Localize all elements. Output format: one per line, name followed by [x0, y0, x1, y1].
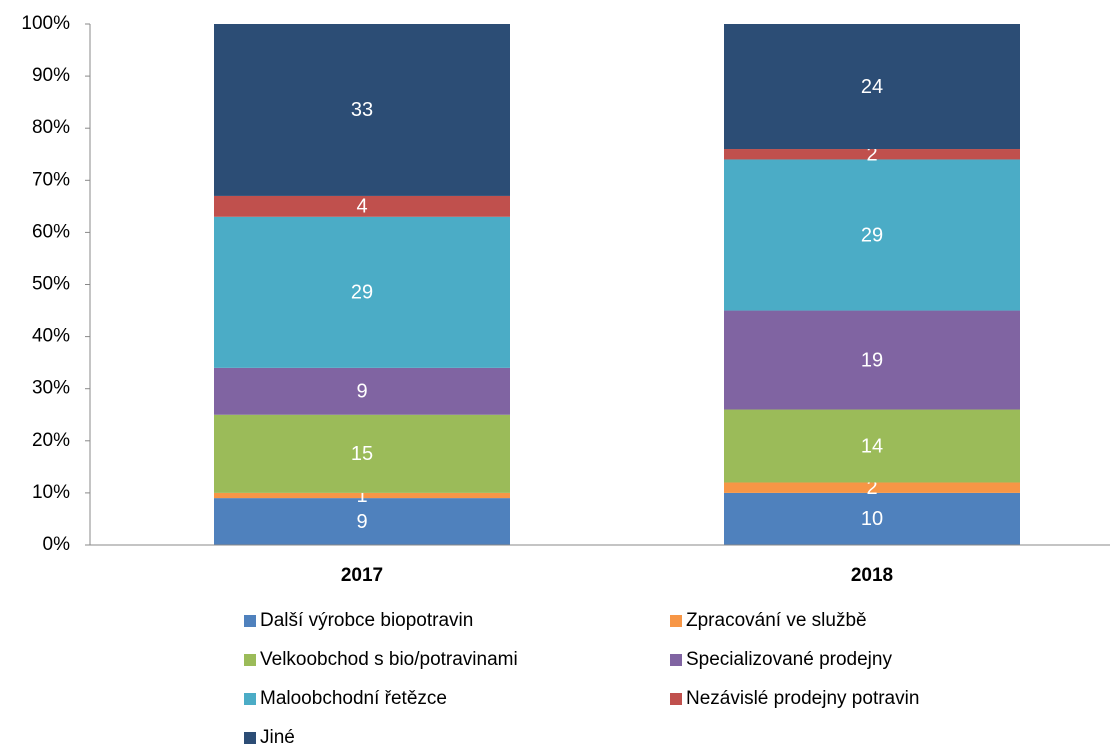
bar-segment — [724, 409, 1020, 483]
data-label: 10 — [861, 508, 883, 530]
x-tick-label: 2018 — [851, 565, 893, 586]
data-label: 15 — [351, 443, 373, 465]
legend-label: Zpracování ve službě — [686, 610, 867, 631]
y-tick-label: 90% — [32, 65, 70, 86]
y-tick-label: 100% — [21, 13, 70, 34]
y-tick-label: 30% — [32, 378, 70, 399]
data-label: 19 — [861, 349, 883, 371]
legend-marker — [244, 654, 256, 666]
bar-segment — [724, 149, 1020, 160]
data-label: 9 — [356, 511, 367, 533]
legend-label: Specializované prodejny — [686, 649, 892, 670]
bar-segment — [724, 24, 1020, 150]
y-tick-label: 50% — [32, 274, 70, 295]
bar-segment — [214, 195, 510, 217]
data-label: 24 — [861, 76, 883, 98]
legend-marker — [244, 615, 256, 627]
data-label: 33 — [351, 99, 373, 121]
data-label: 2 — [866, 144, 877, 166]
y-tick-label: 60% — [32, 221, 70, 242]
y-tick-label: 20% — [32, 430, 70, 451]
legend-label: Velkoobchod s bio/potravinami — [260, 649, 518, 670]
bar-segment — [724, 482, 1020, 493]
legend-marker — [244, 732, 256, 744]
bar-segment — [214, 498, 510, 545]
legend-marker — [670, 693, 682, 705]
data-label: 9 — [356, 381, 367, 403]
data-label: 14 — [861, 435, 883, 457]
legend-marker — [670, 615, 682, 627]
data-label: 29 — [351, 282, 373, 304]
data-label: 29 — [861, 224, 883, 246]
bar-segment — [214, 414, 510, 493]
legend-marker — [244, 693, 256, 705]
legend-marker — [670, 654, 682, 666]
x-tick-label: 2017 — [341, 565, 383, 586]
bar-segment — [724, 492, 1020, 545]
legend-label: Další výrobce biopotravin — [260, 610, 473, 631]
data-label: 2 — [866, 477, 877, 499]
y-tick-label: 40% — [32, 326, 70, 347]
y-tick-label: 0% — [43, 534, 71, 555]
legend-label: Nezávislé prodejny potravin — [686, 688, 919, 709]
y-tick-label: 70% — [32, 169, 70, 190]
y-tick-label: 10% — [32, 482, 70, 503]
bar-segment — [214, 367, 510, 415]
bar-segment — [214, 216, 510, 368]
data-label: 1 — [356, 485, 367, 507]
bar-segment — [214, 492, 510, 499]
bar-segment — [724, 310, 1020, 410]
y-tick-label: 80% — [32, 117, 70, 138]
bar-segment — [724, 159, 1020, 311]
data-label: 4 — [356, 196, 367, 218]
bar-segment — [214, 24, 510, 196]
legend-label: Maloobchodní řetězce — [260, 688, 447, 709]
legend-label: Jiné — [260, 727, 295, 748]
